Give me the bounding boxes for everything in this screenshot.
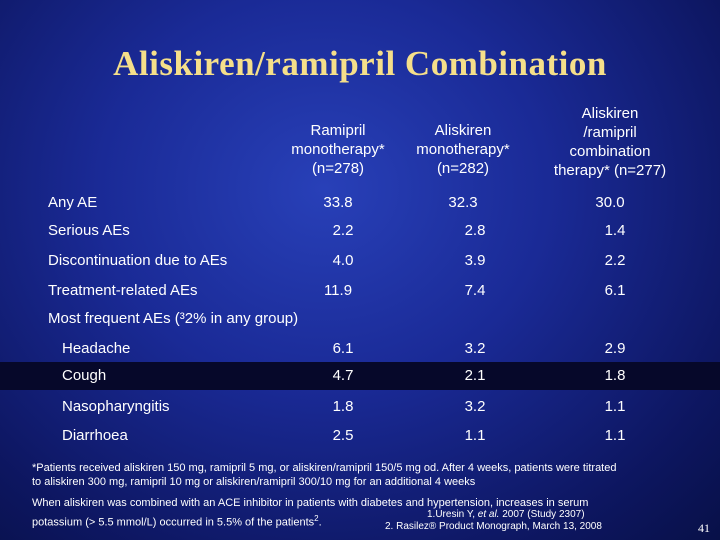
section-label: Most frequent AEs (³2% in any group) xyxy=(48,310,299,327)
reference-item-2: 2. Rasilez® Product Monograph, March 13,… xyxy=(385,521,602,532)
cell-value: 1.8 xyxy=(604,367,626,384)
row-label: Cough xyxy=(62,367,107,384)
cell-value: 2.5 xyxy=(332,427,354,444)
cell-value: 6.1 xyxy=(604,282,626,299)
footnote-superscript: 2 xyxy=(314,514,319,523)
row-label: Discontinuation due to AEs xyxy=(48,252,228,269)
column-header-line: monotherapy* xyxy=(291,141,385,158)
cell-value: 2.9 xyxy=(604,340,626,357)
column-header-line: (n=282) xyxy=(436,160,490,177)
footnote-line: potassium (> 5.5 mmol/L) occurred in 5.5… xyxy=(32,516,315,529)
cell-value: 33.8 xyxy=(323,194,353,211)
table-row: Discontinuation due to AEs 4.0 3.9 2.2 xyxy=(0,248,720,274)
cell-value: 3.9 xyxy=(464,252,486,269)
column-header-line: Aliskiren xyxy=(434,122,492,139)
column-header-line: /ramipril xyxy=(583,124,637,141)
reference-text: 2007 (Study 2307) xyxy=(499,509,585,520)
row-label: Nasopharyngitis xyxy=(62,398,170,415)
cell-value: 2.8 xyxy=(464,222,486,239)
cell-value: 1.1 xyxy=(464,427,486,444)
column-header-ramipril: Ramipril monotherapy* (n=278) xyxy=(283,121,393,178)
column-header-combination: Aliskiren /ramipril combination therapy*… xyxy=(540,104,680,180)
cell-value: 32.3 xyxy=(448,194,478,211)
cell-value: 1.1 xyxy=(604,398,626,415)
column-header-line: monotherapy* xyxy=(416,141,510,158)
table-row-highlighted: Cough 4.7 2.1 1.8 xyxy=(0,362,720,390)
cell-value: 1.8 xyxy=(332,398,354,415)
cell-value: 3.2 xyxy=(464,398,486,415)
cell-value: 4.0 xyxy=(332,252,354,269)
footnote-potassium: When aliskiren was combined with an ACE … xyxy=(32,496,712,530)
column-header-line: therapy* (n=277) xyxy=(553,162,667,179)
reference-list: 1.Uresin Y, et al. 2007 (Study 2307) 2. … xyxy=(385,509,625,533)
cell-value: 30.0 xyxy=(595,194,625,211)
cell-value: 3.2 xyxy=(464,340,486,357)
cell-value: 2.2 xyxy=(332,222,354,239)
row-label: Diarrhoea xyxy=(62,427,128,444)
page-number: 41 xyxy=(698,521,710,535)
cell-value: 2.2 xyxy=(604,252,626,269)
table-row: Serious AEs 2.2 2.8 1.4 xyxy=(0,218,720,244)
table-row: Diarrhoea 2.5 1.1 1.1 xyxy=(0,423,720,449)
table-row: Treatment-related AEs 11.9 7.4 6.1 xyxy=(0,278,720,304)
footnote-patients: *Patients received aliskiren 150 mg, ram… xyxy=(32,461,712,489)
slide-title: Aliskiren/ramipril Combination xyxy=(113,44,607,83)
cell-value: 1.4 xyxy=(604,222,626,239)
column-header-line: combination xyxy=(569,143,651,160)
footnote-line: *Patients received aliskiren 150 mg, ram… xyxy=(32,462,617,474)
cell-value: 2.1 xyxy=(464,367,486,384)
row-label: Any AE xyxy=(48,194,98,211)
footnote-line: to aliskiren 300 mg, ramipril 10 mg or a… xyxy=(32,476,476,488)
column-header-line: Ramipril xyxy=(310,122,366,139)
column-header-aliskiren: Aliskiren monotherapy* (n=282) xyxy=(408,121,518,178)
cell-value: 6.1 xyxy=(332,340,354,357)
reference-italic: et al. xyxy=(477,509,500,520)
footnote-line-wrap: potassium (> 5.5 mmol/L) occurred in 5.5… xyxy=(32,514,322,529)
column-header-line: (n=278) xyxy=(311,160,365,177)
cell-value: 7.4 xyxy=(464,282,486,299)
table-row: Headache 6.1 3.2 2.9 xyxy=(0,336,720,362)
reference-text: 1.Uresin Y, xyxy=(427,509,478,520)
cell-value: 11.9 xyxy=(323,282,353,299)
table-row: Any AE 33.8 32.3 30.0 xyxy=(0,190,720,216)
cell-value: 1.1 xyxy=(604,427,626,444)
column-header-line: Aliskiren xyxy=(581,105,639,122)
table-row: Nasopharyngitis 1.8 3.2 1.1 xyxy=(0,394,720,420)
row-label: Headache xyxy=(62,340,131,357)
footnote-line: When aliskiren was combined with an ACE … xyxy=(32,497,589,509)
row-label: Serious AEs xyxy=(48,222,130,239)
cell-value: 4.7 xyxy=(332,367,354,384)
row-label: Treatment-related AEs xyxy=(48,282,198,299)
reference-item-1: 1.Uresin Y, et al. 2007 (Study 2307) xyxy=(385,509,625,521)
